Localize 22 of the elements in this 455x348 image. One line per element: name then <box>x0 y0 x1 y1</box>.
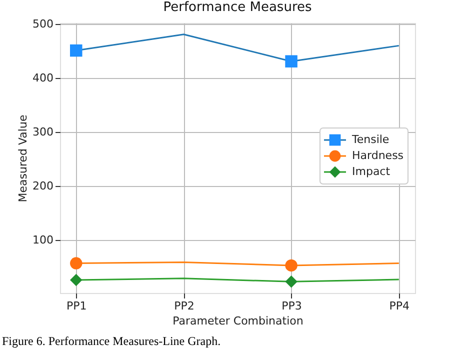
y-tick-label: 300 <box>32 126 54 139</box>
point <box>70 257 82 270</box>
point <box>70 274 82 286</box>
point <box>285 259 298 272</box>
y-tick-label: 400 <box>32 72 54 85</box>
chart-title: Performance Measures <box>163 0 312 16</box>
legend-label: Impact <box>352 165 391 178</box>
x-tick-label: PP4 <box>389 300 410 312</box>
x-tick-label: PP2 <box>174 300 194 312</box>
point <box>285 55 298 68</box>
legend-label: Hardness <box>352 149 404 162</box>
point <box>70 44 82 57</box>
y-tick-label: 100 <box>32 234 54 247</box>
point <box>285 276 298 288</box>
y-tick-label: 500 <box>32 18 54 31</box>
y-axis-title: Measured Value <box>16 114 30 202</box>
y-tick-label: 200 <box>32 180 54 193</box>
legend-label: Tensile <box>351 133 390 146</box>
x-tick-label: PP3 <box>282 300 302 312</box>
x-tick-label: PP1 <box>66 300 87 312</box>
caption: Figure 6. Performance Measures-Line Graph. <box>2 334 221 348</box>
x-axis-title: Parameter Combination <box>172 314 304 328</box>
